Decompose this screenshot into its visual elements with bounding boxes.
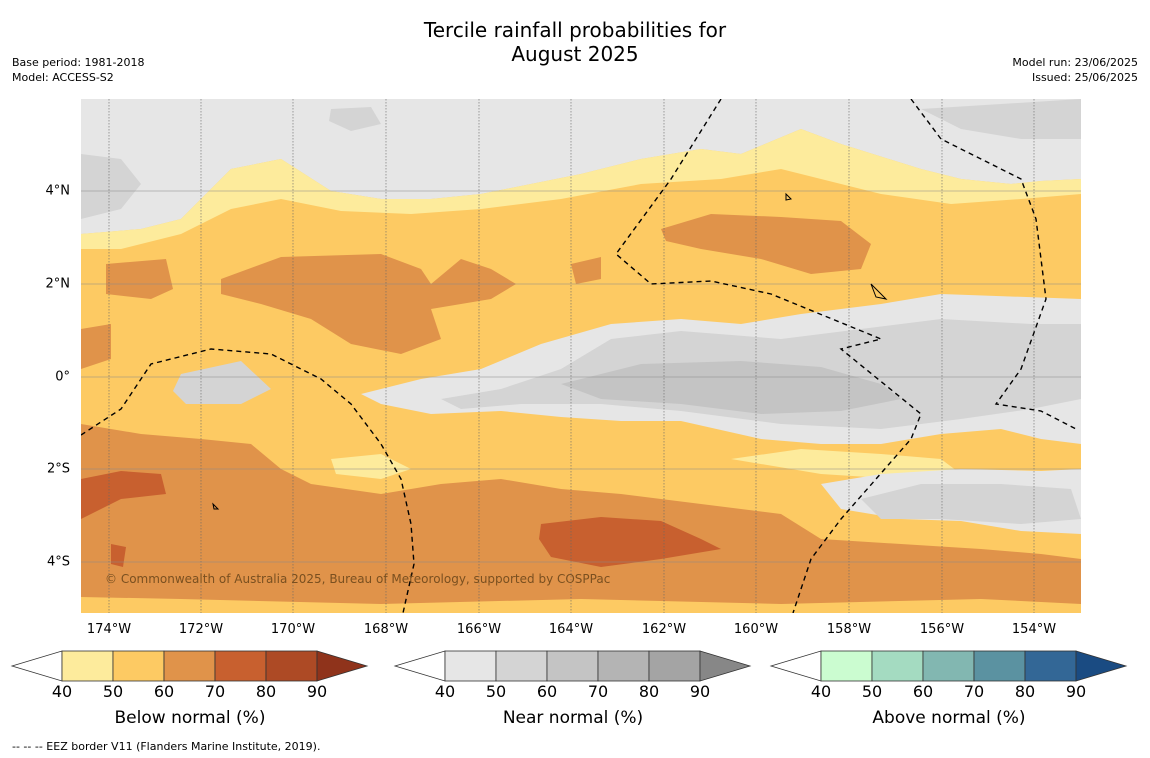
colorbar-below-label-40: 40 [52, 682, 72, 701]
region-below-60-70-c [81, 324, 111, 369]
colorbar-below-cell-1 [61, 650, 114, 682]
colorbar-above-cell-2 [871, 650, 924, 682]
region-below-40-50-south [331, 449, 961, 479]
colorbar-near-cell-4 [597, 650, 650, 682]
base-period: Base period: 1981-2018 [12, 56, 145, 69]
region-below-40-50-north [81, 129, 1081, 249]
region-below-50-60-south-edge [81, 597, 1081, 613]
x-tick-156w: 156°W [919, 622, 965, 637]
model-run: Model run: 23/06/2025 [1012, 56, 1138, 69]
base-model-info: Base period: 1981-2018 Model: ACCESS-S2 [12, 55, 144, 85]
colorbar-near-label-80: 80 [639, 682, 659, 701]
y-tick-4s: 4°S [46, 554, 70, 570]
colorbar-near-cell-5 [648, 650, 701, 682]
copyright-notice: © Commonwealth of Australia 2025, Bureau… [105, 572, 610, 586]
colorbar-above-label-90: 90 [1066, 682, 1086, 701]
colorbar-above-label-80: 80 [1015, 682, 1035, 701]
x-tick-174w: 174°W [86, 622, 132, 637]
colorbar-above-upper-arrow [1075, 650, 1128, 682]
region-below-60-70-b [106, 254, 601, 354]
y-tick-2n: 2°N [45, 276, 71, 292]
colorbar-above-cell-5 [1024, 650, 1077, 682]
colorbar-above-cell-4 [973, 650, 1026, 682]
x-tick-154w: 154°W [1011, 622, 1057, 637]
colorbar-near-label-70: 70 [588, 682, 608, 701]
colorbar-below-label-90: 90 [307, 682, 327, 701]
x-tick-164w: 164°W [548, 622, 594, 637]
colorbar-near-label-60: 60 [537, 682, 557, 701]
x-tick-170w: 170°W [270, 622, 316, 637]
legend-title-near: Near normal (%) [502, 708, 644, 728]
region-near-north-darker [81, 99, 1081, 219]
colorbar-below-cell-2 [112, 650, 165, 682]
map-canvas: © Commonwealth of Australia 2025, Bureau… [81, 99, 1081, 613]
region-near-north [81, 99, 1081, 234]
region-below-70-80 [81, 471, 721, 567]
probability-map: © Commonwealth of Australia 2025, Bureau… [81, 99, 1081, 613]
legend-title-below: Below normal (%) [114, 708, 266, 728]
colorbar-near-label-50: 50 [486, 682, 506, 701]
colorbar-above-cell-3 [922, 650, 975, 682]
island-outlines [212, 192, 888, 510]
map-title: Tercile rainfall probabilities for Augus… [0, 18, 1150, 66]
x-tick-160w: 160°W [733, 622, 779, 637]
legend-title-above: Above normal (%) [872, 708, 1026, 728]
model-name: Model: ACCESS-S2 [12, 71, 114, 84]
title-line-1: Tercile rainfall probabilities for [423, 18, 727, 42]
region-below-60-70-south [81, 424, 1081, 613]
colorbar-near-cell-1 [444, 650, 497, 682]
region-near-islet [173, 361, 271, 404]
issued-date: Issued: 25/06/2025 [1031, 71, 1138, 84]
region-near-southeast-mid [861, 484, 1081, 524]
colorbar-legends: 40 50 60 70 80 90 40 50 60 70 80 90 40 50 60 70 80 90 [10, 650, 1128, 701]
eez-borders [81, 99, 1077, 613]
colorbar-below-lower-arrow [10, 650, 63, 682]
colorbar-above-label-70: 70 [964, 682, 984, 701]
colorbar-above-label-60: 60 [913, 682, 933, 701]
x-tick-162w: 162°W [641, 622, 687, 637]
colorbar-near-label-90: 90 [690, 682, 710, 701]
colorbar-below-label-70: 70 [205, 682, 225, 701]
x-tick-166w: 166°W [456, 622, 502, 637]
run-issue-info: Model run: 23/06/2025 Issued: 25/06/2025 [1012, 55, 1138, 85]
colorbar-below-label-80: 80 [256, 682, 276, 701]
y-tick-4n: 4°N [45, 183, 71, 199]
colorbar-near-label-40: 40 [435, 682, 455, 701]
colorbar-below-upper-arrow [316, 650, 369, 682]
colorbar-near-cell-3 [546, 650, 599, 682]
colorbar-above-cell-1 [820, 650, 873, 682]
region-near-equatorial-core [561, 361, 901, 414]
colorbar-above-label-40: 40 [811, 682, 831, 701]
parallel-lines [81, 190, 1081, 563]
colorbar-below-cell-4 [214, 650, 267, 682]
colorbar-above-lower-arrow [769, 650, 822, 682]
colorbar-below-label-60: 60 [154, 682, 174, 701]
region-below-60-70-a [661, 214, 871, 274]
colorbar-above-label-50: 50 [862, 682, 882, 701]
colorbar-near-lower-arrow [393, 650, 446, 682]
colorbar-near-cell-2 [495, 650, 548, 682]
colorbar-below-label-50: 50 [103, 682, 123, 701]
title-line-2: August 2025 [511, 42, 639, 66]
y-tick-2s: 2°S [46, 461, 70, 477]
x-tick-168w: 168°W [363, 622, 409, 637]
y-tick-0: 0° [55, 369, 70, 385]
x-tick-158w: 158°W [826, 622, 872, 637]
colorbar-near-upper-arrow [699, 650, 752, 682]
x-tick-172w: 172°W [178, 622, 224, 637]
colorbar-below-cell-5 [265, 650, 318, 682]
eez-footnote: -- -- -- EEZ border V11 (Flanders Marine… [12, 740, 321, 753]
colorbar-below-cell-3 [163, 650, 216, 682]
